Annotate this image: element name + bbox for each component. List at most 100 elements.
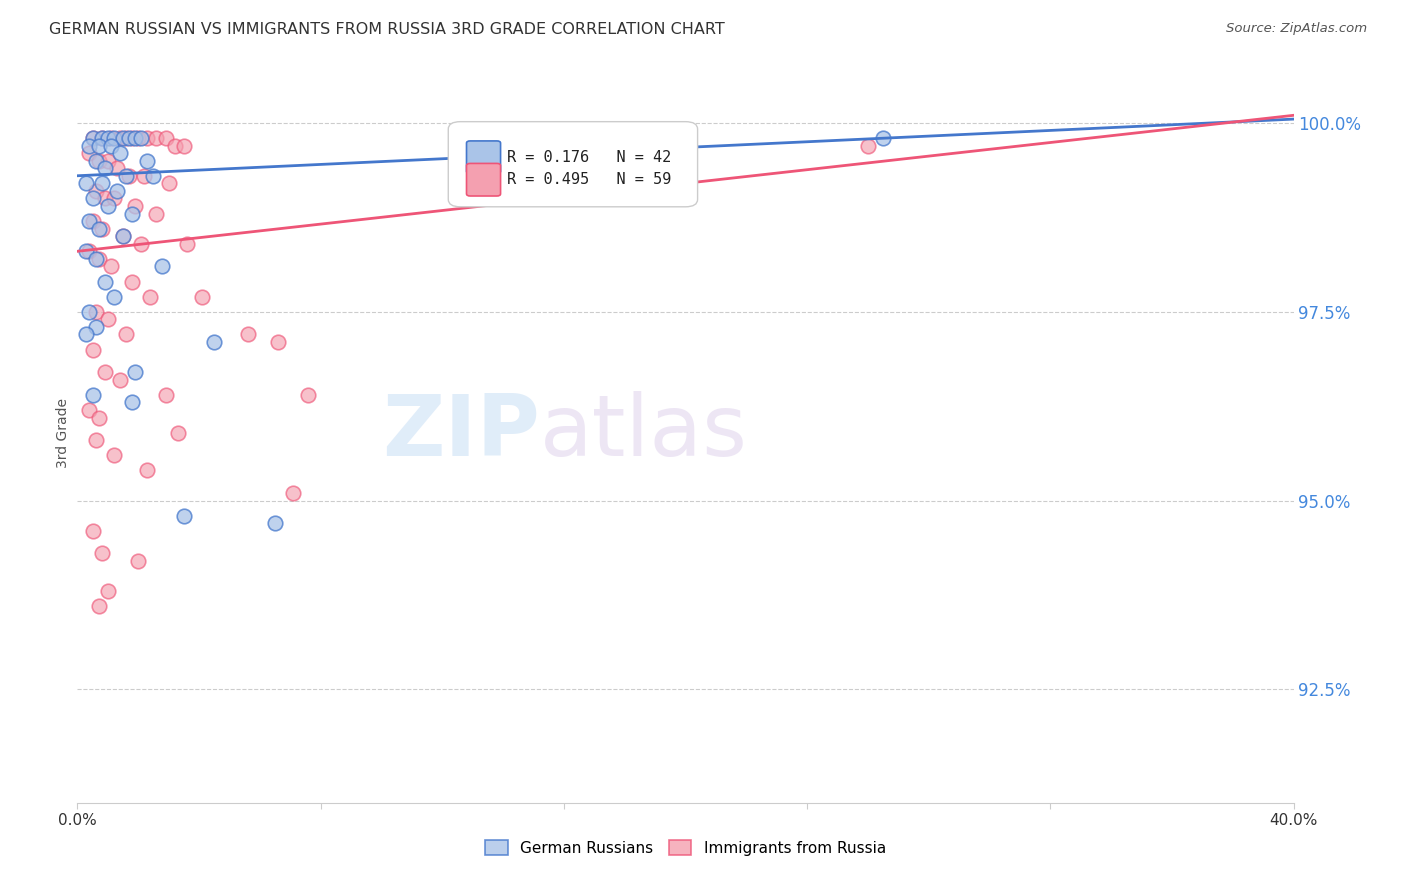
Legend: German Russians, Immigrants from Russia: German Russians, Immigrants from Russia xyxy=(479,834,891,862)
Point xyxy=(87,252,110,266)
Point xyxy=(84,252,107,266)
Point xyxy=(84,319,107,334)
Point xyxy=(90,131,112,145)
Point xyxy=(75,244,97,259)
Point xyxy=(105,184,128,198)
FancyBboxPatch shape xyxy=(467,141,501,173)
Point xyxy=(121,275,143,289)
Point xyxy=(121,206,143,220)
Point xyxy=(79,244,101,259)
Point xyxy=(82,214,104,228)
Point xyxy=(142,169,165,183)
Point xyxy=(84,304,107,318)
Point xyxy=(79,138,101,153)
Point xyxy=(139,290,162,304)
Point xyxy=(82,191,104,205)
Point xyxy=(87,153,110,168)
Point xyxy=(105,161,128,176)
Point xyxy=(84,153,107,168)
Point xyxy=(87,410,110,425)
Point xyxy=(134,169,156,183)
Point xyxy=(97,131,120,145)
Point xyxy=(553,131,575,145)
Point xyxy=(121,395,143,409)
Text: GERMAN RUSSIAN VS IMMIGRANTS FROM RUSSIA 3RD GRADE CORRELATION CHART: GERMAN RUSSIAN VS IMMIGRANTS FROM RUSSIA… xyxy=(49,22,725,37)
Point xyxy=(87,138,110,153)
Point xyxy=(115,169,138,183)
Point xyxy=(136,153,159,168)
Point xyxy=(267,334,290,349)
Point xyxy=(157,177,180,191)
Point xyxy=(90,221,112,235)
Point xyxy=(283,486,305,500)
Point xyxy=(111,229,134,244)
Point xyxy=(108,131,131,145)
Point xyxy=(90,131,112,145)
Point xyxy=(93,365,115,379)
Point xyxy=(90,547,112,561)
Point xyxy=(75,177,97,191)
Point xyxy=(136,131,159,145)
Point xyxy=(108,373,131,387)
Point xyxy=(87,599,110,614)
Point xyxy=(79,214,101,228)
Point xyxy=(97,312,120,326)
Point xyxy=(145,206,167,220)
Point xyxy=(118,169,141,183)
Point xyxy=(79,304,101,318)
Point xyxy=(75,327,97,342)
Point xyxy=(79,403,101,417)
Point xyxy=(152,260,174,274)
Point xyxy=(136,463,159,477)
Point xyxy=(129,236,152,251)
Point xyxy=(100,260,122,274)
Point xyxy=(127,554,149,568)
Point xyxy=(103,448,125,462)
Point xyxy=(103,131,125,145)
Point xyxy=(93,191,115,205)
Point xyxy=(121,131,143,145)
Point xyxy=(103,191,125,205)
Point xyxy=(93,161,115,176)
Point xyxy=(82,131,104,145)
Point xyxy=(97,584,120,599)
Point xyxy=(124,199,146,213)
Point xyxy=(236,327,259,342)
Point xyxy=(145,131,167,145)
Point xyxy=(115,327,138,342)
Point xyxy=(87,221,110,235)
Point xyxy=(97,153,120,168)
Point xyxy=(79,146,101,161)
Point xyxy=(127,131,149,145)
Point xyxy=(103,290,125,304)
Point xyxy=(82,388,104,402)
Point xyxy=(90,177,112,191)
Point xyxy=(82,343,104,357)
Point xyxy=(872,131,894,145)
Point xyxy=(97,199,120,213)
Point xyxy=(155,131,177,145)
Text: R = 0.176   N = 42: R = 0.176 N = 42 xyxy=(506,150,671,165)
Point xyxy=(856,138,879,153)
Point xyxy=(297,388,319,402)
Point xyxy=(176,236,198,251)
Point xyxy=(461,138,484,153)
Text: Source: ZipAtlas.com: Source: ZipAtlas.com xyxy=(1226,22,1367,36)
Point xyxy=(100,138,122,153)
Point xyxy=(124,131,146,145)
Point xyxy=(108,146,131,161)
Point xyxy=(129,131,152,145)
Point xyxy=(163,138,186,153)
Point xyxy=(173,138,195,153)
Point xyxy=(84,433,107,447)
Point xyxy=(82,524,104,538)
Point xyxy=(118,131,141,145)
Point xyxy=(191,290,214,304)
Point xyxy=(202,334,225,349)
FancyBboxPatch shape xyxy=(467,163,501,196)
Point xyxy=(264,516,287,531)
Text: R = 0.495   N = 59: R = 0.495 N = 59 xyxy=(506,172,671,187)
Point xyxy=(166,425,188,440)
Point xyxy=(84,184,107,198)
Point xyxy=(124,365,146,379)
